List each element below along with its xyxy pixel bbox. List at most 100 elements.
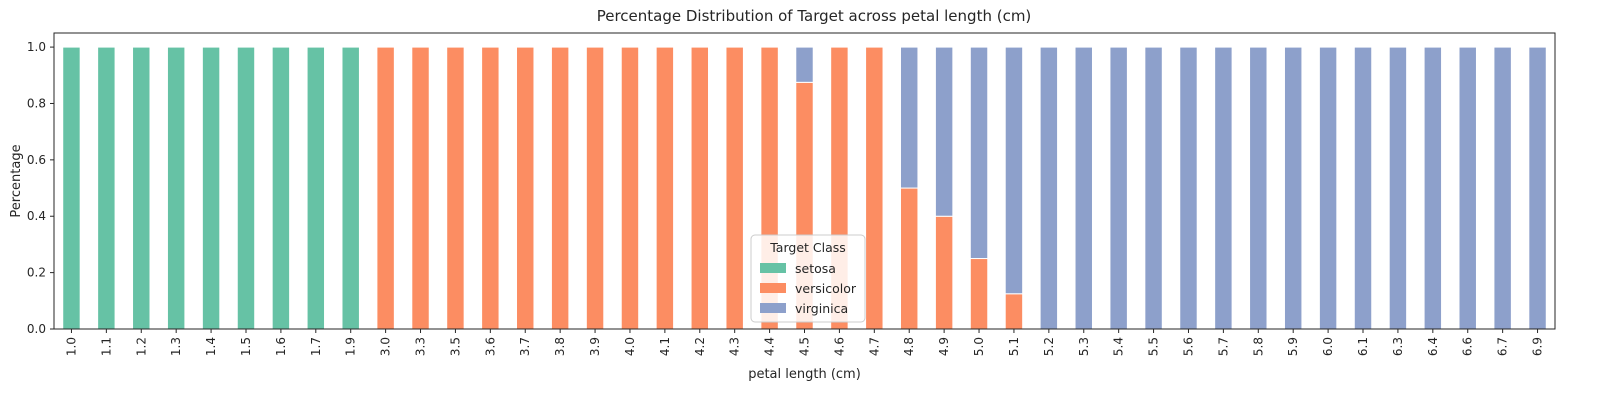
y-tick-label: 1.0 <box>27 40 46 54</box>
x-tick-label: 3.0 <box>379 337 393 356</box>
bar-segment-setosa-1.7 <box>306 46 326 330</box>
x-tick-label: 4.7 <box>867 337 881 356</box>
bar-segment-virginica-6.7 <box>1493 46 1512 330</box>
x-tick-label: 1.7 <box>309 337 323 356</box>
bar-segment-virginica-4.5 <box>795 46 814 83</box>
bar-segment-versicolor-5.0 <box>969 258 989 330</box>
x-tick-label: 5.5 <box>1147 337 1161 356</box>
x-axis-title: petal length (cm) <box>748 367 861 382</box>
bar-segment-virginica-6.4 <box>1423 46 1443 330</box>
bar-segment-virginica-5.9 <box>1283 46 1303 330</box>
bar-segment-setosa-1.4 <box>201 46 221 330</box>
bar-segment-virginica-5.1 <box>1004 46 1024 295</box>
bar-segment-versicolor-3.3 <box>411 46 430 330</box>
bar-segment-versicolor-5.1 <box>1004 293 1024 330</box>
bar-segment-virginica-5.0 <box>969 46 989 260</box>
y-tick-label: 0.4 <box>27 209 46 223</box>
x-tick-label: 3.6 <box>483 337 497 356</box>
x-tick-label: 6.4 <box>1426 337 1440 356</box>
bar-segment-versicolor-3.9 <box>585 46 605 330</box>
bar-segment-virginica-4.9 <box>934 46 954 217</box>
x-tick-label: 4.4 <box>763 337 777 356</box>
x-tick-label: 5.6 <box>1181 337 1195 356</box>
x-tick-label: 3.9 <box>588 337 602 356</box>
x-tick-label: 1.5 <box>239 337 253 356</box>
x-tick-label: 1.6 <box>274 337 288 356</box>
bar-segment-virginica-5.2 <box>1039 46 1059 330</box>
bar-segment-versicolor-3.8 <box>550 46 570 330</box>
bar-segment-versicolor-3.6 <box>481 46 500 330</box>
bar-segment-versicolor-4.9 <box>934 215 954 330</box>
x-tick-label: 6.3 <box>1391 337 1405 356</box>
x-tick-label: 1.1 <box>99 337 113 356</box>
x-tick-label: 3.7 <box>518 337 532 356</box>
x-tick-label: 5.2 <box>1042 337 1056 356</box>
x-tick-label: 5.3 <box>1077 337 1091 356</box>
bar-segment-virginica-5.5 <box>1144 46 1163 330</box>
x-tick-label: 5.4 <box>1112 337 1126 356</box>
legend: Target Class setosa versicolor virginica <box>750 234 866 323</box>
bar-segment-setosa-1.1 <box>97 46 116 330</box>
legend-items: setosa versicolor virginica <box>760 261 857 316</box>
bar-segment-versicolor-3.7 <box>516 46 535 330</box>
x-tick-label: 4.3 <box>728 337 742 356</box>
bar-segment-versicolor-4.1 <box>655 46 675 330</box>
bar-segment-setosa-1.9 <box>341 46 360 330</box>
bar-segment-virginica-4.8 <box>899 46 919 189</box>
x-tick-label: 6.6 <box>1461 337 1475 356</box>
bar-segment-versicolor-3.0 <box>376 46 395 330</box>
bar-segment-versicolor-4.0 <box>620 46 640 330</box>
x-tick-label: 4.1 <box>658 337 672 356</box>
x-tick-label: 1.9 <box>344 337 358 356</box>
x-tick-label: 3.5 <box>448 337 462 356</box>
x-tick-label: 4.5 <box>798 337 812 356</box>
x-tick-label: 4.6 <box>832 337 846 356</box>
y-axis-title: Percentage <box>9 144 24 217</box>
legend-label-setosa: setosa <box>795 261 836 276</box>
bar-segment-versicolor-4.7 <box>865 46 884 330</box>
x-tick-label: 6.7 <box>1496 337 1510 356</box>
bar-segment-virginica-6.6 <box>1458 46 1477 330</box>
bar-segment-versicolor-4.3 <box>725 46 744 330</box>
x-tick-label: 6.0 <box>1321 337 1335 356</box>
bar-segment-setosa-1.2 <box>132 46 151 330</box>
x-tick-label: 5.9 <box>1286 337 1300 356</box>
x-tick-label: 4.8 <box>902 337 916 356</box>
x-tick-label: 6.9 <box>1531 337 1545 356</box>
legend-swatch-virginica <box>760 303 786 313</box>
bar-segment-virginica-5.4 <box>1109 46 1128 330</box>
x-tick-label: 5.1 <box>1007 337 1021 356</box>
y-tick-label: 0.6 <box>27 153 46 167</box>
legend-swatch-versicolor <box>760 283 786 293</box>
y-axis: 0.0 0.2 0.4 0.6 0.8 1.0 <box>27 40 54 336</box>
x-axis: 1.0 1.1 1.2 1.3 1.4 1.5 1.6 1.7 1.9 3.0 3.3 3.5 3.6 3… <box>64 329 1545 356</box>
bar-segment-virginica-6.3 <box>1388 46 1408 330</box>
x-tick-label: 1.2 <box>134 337 148 356</box>
legend-title: Target Class <box>769 240 846 255</box>
bar-segment-versicolor-3.5 <box>446 46 465 330</box>
bar-segment-setosa-1.0 <box>62 46 81 330</box>
chart-title: Percentage Distribution of Target across… <box>597 7 1032 25</box>
bar-segment-versicolor-4.8 <box>899 187 919 330</box>
bar-segment-versicolor-4.2 <box>690 46 710 330</box>
legend-box <box>750 234 866 323</box>
bar-segment-virginica-6.1 <box>1353 46 1373 330</box>
x-tick-label: 1.3 <box>169 337 183 356</box>
legend-label-versicolor: versicolor <box>795 281 857 296</box>
x-tick-label: 1.0 <box>64 337 78 356</box>
bar-segment-setosa-1.3 <box>166 46 186 330</box>
bar-segment-setosa-1.6 <box>271 46 291 330</box>
x-tick-label: 1.4 <box>204 337 218 356</box>
legend-swatch-setosa <box>760 263 786 273</box>
x-tick-label: 6.1 <box>1356 337 1370 356</box>
x-tick-label: 4.2 <box>693 337 707 356</box>
y-tick-label: 0.2 <box>27 266 46 280</box>
x-tick-label: 3.8 <box>553 337 567 356</box>
x-tick-label: 4.0 <box>623 337 637 356</box>
x-tick-label: 4.9 <box>937 337 951 356</box>
bar-segment-virginica-5.7 <box>1214 46 1233 330</box>
x-tick-label: 5.8 <box>1251 337 1265 356</box>
bar-segment-virginica-5.8 <box>1249 46 1268 330</box>
